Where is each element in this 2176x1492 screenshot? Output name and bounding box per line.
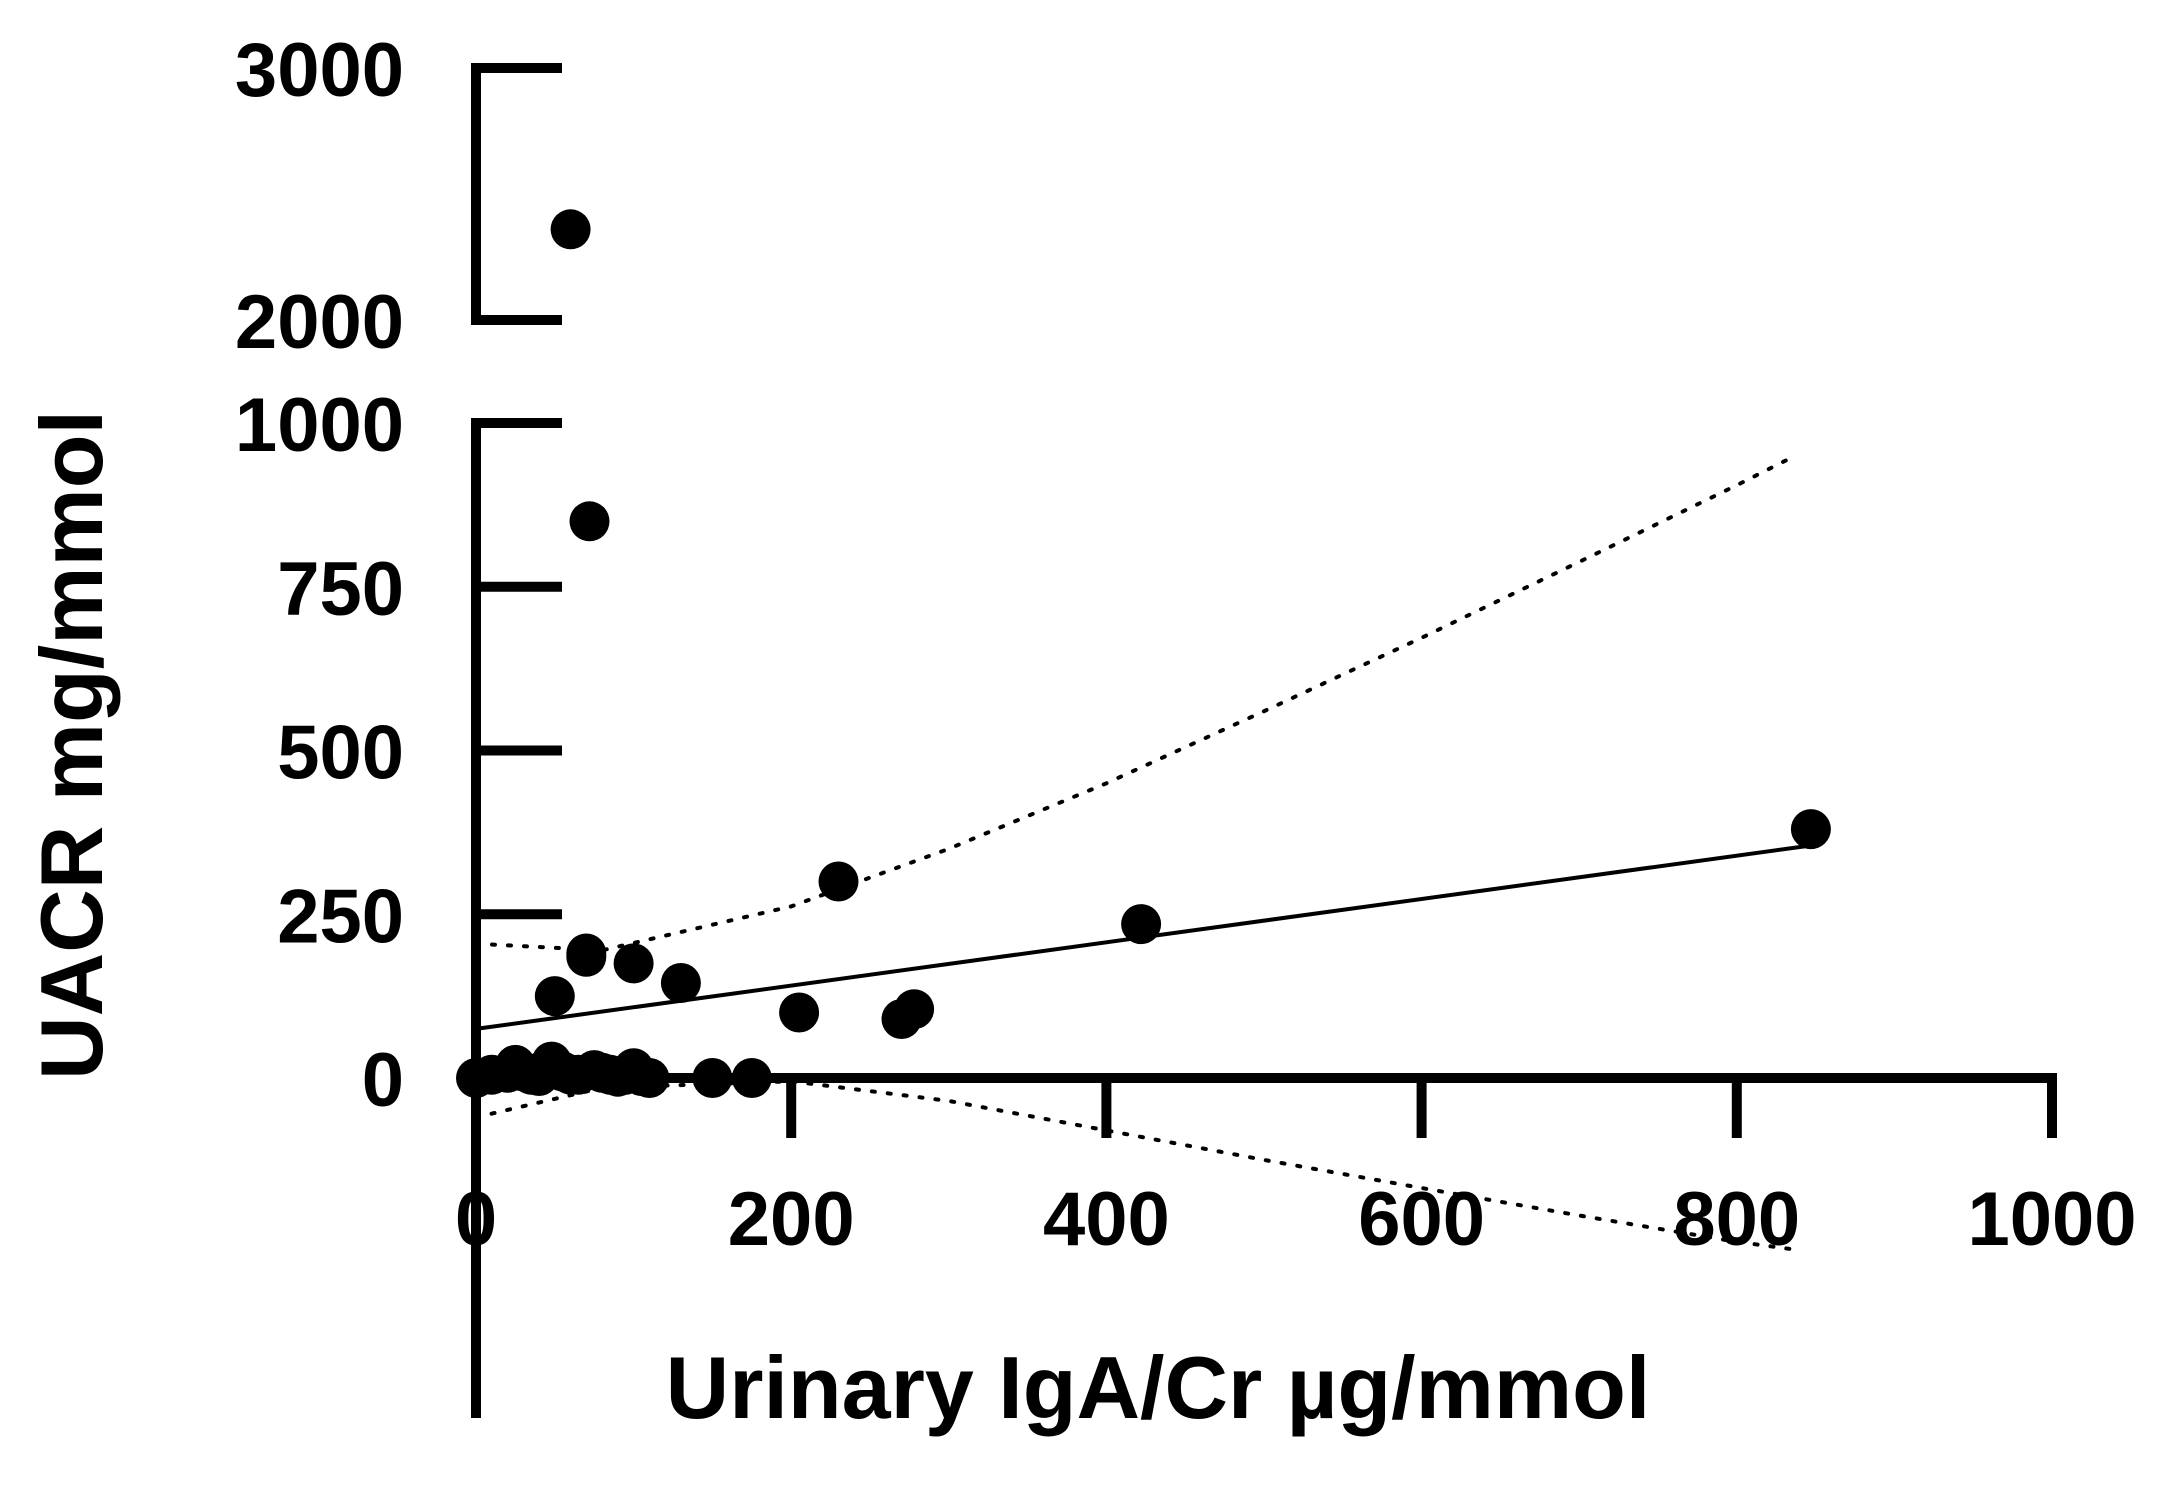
x-tick-label: 200 xyxy=(728,1177,855,1262)
data-point xyxy=(566,933,607,974)
data-point xyxy=(534,976,575,1017)
x-tick-label: 1000 xyxy=(1967,1177,2136,1262)
y-tick-label: 250 xyxy=(277,874,404,959)
data-point xyxy=(550,209,591,250)
tick-labels: 0 250 500 750 1000 2000 3000 0 200 400 600 800 1000 xyxy=(235,28,2137,1262)
axes xyxy=(471,63,2057,1418)
x-tick-label: 0 xyxy=(455,1177,497,1262)
y-axis-title: UACR mg/mmol xyxy=(22,410,121,1080)
data-point xyxy=(1790,809,1831,850)
data-point xyxy=(550,1054,591,1095)
y-tick-label: 0 xyxy=(362,1038,404,1123)
data-point xyxy=(692,1058,733,1098)
y-tick-label: 1000 xyxy=(235,383,404,468)
confidence-bands xyxy=(474,453,1798,1252)
data-point xyxy=(660,963,701,1003)
y-tick-label: 2000 xyxy=(235,280,404,365)
data-points xyxy=(456,209,1831,1098)
x-axis-title: Urinary IgA/Cr µg/mmol xyxy=(666,1338,1651,1437)
data-point xyxy=(569,501,610,542)
data-point xyxy=(613,943,654,984)
x-tick-label: 800 xyxy=(1673,1177,1800,1262)
data-point xyxy=(894,989,935,1030)
data-point xyxy=(779,992,820,1033)
data-point xyxy=(818,861,859,902)
y-tick-label: 750 xyxy=(277,547,404,632)
y-tick-label: 500 xyxy=(277,711,404,796)
x-tick-label: 400 xyxy=(1043,1177,1170,1262)
data-point xyxy=(629,1058,670,1098)
x-tick-label: 600 xyxy=(1358,1177,1485,1262)
data-point xyxy=(1121,904,1162,945)
data-point xyxy=(731,1058,772,1098)
upper-confidence-band xyxy=(474,453,1798,953)
y-tick-label: 3000 xyxy=(235,28,404,113)
